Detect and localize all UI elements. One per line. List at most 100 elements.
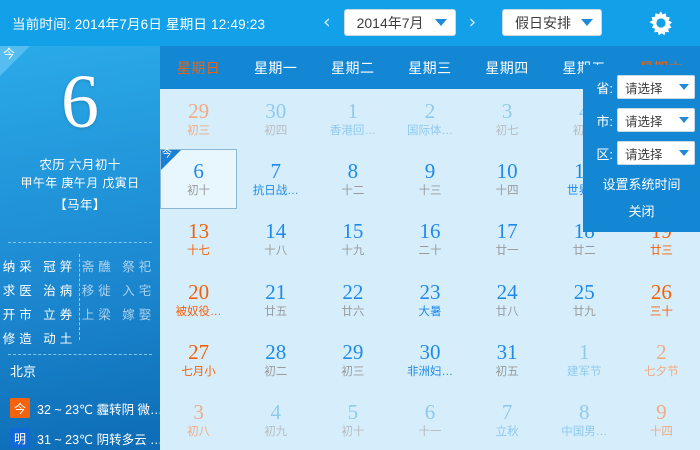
calendar-day-cell[interactable]: 20 被奴役… xyxy=(160,270,237,330)
calendar-day-cell[interactable]: 5 初十 xyxy=(314,390,391,450)
day-sublabel: 十二 xyxy=(341,185,365,198)
calendar-day-cell[interactable]: 25 廿九 xyxy=(546,270,623,330)
next-month-button[interactable]: › xyxy=(468,11,477,33)
day-sublabel: 香港回… xyxy=(329,125,376,138)
day-sublabel: 初五 xyxy=(495,365,519,378)
calendar-day-cell[interactable]: 1 建军节 xyxy=(546,330,623,390)
day-sublabel: 二十 xyxy=(418,245,442,258)
calendar-day-cell[interactable]: 3 初七 xyxy=(469,89,546,149)
calendar-day-cell[interactable]: 3 初八 xyxy=(160,390,237,450)
chevron-down-icon xyxy=(679,84,689,90)
weather-today-text: 32 ~ 23℃ 霾转阴 微… xyxy=(37,402,160,417)
yi-ji-section: 纳采 冠笄 求医 治病 开市 立券 修造 动土 斋醮 祭祀 移徙 入宅 上梁 嫁… xyxy=(0,252,160,348)
calendar-day-cell[interactable]: 15 十九 xyxy=(314,209,391,269)
day-sublabel: 七夕节 xyxy=(644,365,679,378)
day-number: 7 xyxy=(501,399,513,424)
region-select-dropdown[interactable]: 请选择 xyxy=(617,108,695,132)
region-select-row: 市: 请选择 xyxy=(587,108,700,132)
calendar-day-cell[interactable]: 21 廿五 xyxy=(237,270,314,330)
calendar-day-cell[interactable]: 17 廿一 xyxy=(469,209,546,269)
calendar-day-cell[interactable]: 23 大暑 xyxy=(391,270,468,330)
day-number: 30 xyxy=(419,339,441,364)
divider-bottom xyxy=(8,354,152,355)
day-sublabel: 非洲妇… xyxy=(406,365,453,378)
calendar-day-cell[interactable]: 7 抗日战… xyxy=(237,149,314,209)
day-sublabel: 七月小 xyxy=(181,365,216,378)
calendar-day-cell[interactable]: 22 廿六 xyxy=(314,270,391,330)
calendar-day-cell[interactable]: 30 非洲妇… xyxy=(391,330,468,390)
gear-icon[interactable] xyxy=(645,7,677,39)
day-number: 25 xyxy=(573,279,595,304)
day-number: 23 xyxy=(419,279,441,304)
calendar-day-cell[interactable]: 29 初三 xyxy=(160,89,237,149)
day-number: 8 xyxy=(347,159,359,184)
calendar-day-cell[interactable]: 31 初五 xyxy=(469,330,546,390)
settings-popup: 省: 请选择 市: 请选择 区: 请选择 设置系统时间 关闭 xyxy=(583,65,700,232)
sidebar: 今 6 农历 六月初十 甲午年 庚午月 戊寅日 【马年】 纳采 冠笄 求医 治病… xyxy=(0,46,160,450)
month-selector[interactable]: 2014年7月 xyxy=(343,9,456,36)
prev-month-button[interactable]: ‹ xyxy=(323,11,331,33)
close-popup-button[interactable]: 关闭 xyxy=(628,204,655,219)
calendar-day-cell[interactable]: 7 立秋 xyxy=(469,390,546,450)
calendar-day-cell[interactable]: 29 初三 xyxy=(314,330,391,390)
calendar-day-cell[interactable]: 27 七月小 xyxy=(160,330,237,390)
day-number: 9 xyxy=(424,159,436,184)
region-select-dropdown[interactable]: 请选择 xyxy=(617,75,695,99)
calendar-day-cell[interactable]: 1 香港回… xyxy=(314,89,391,149)
calendar-day-cell[interactable]: 9 十三 xyxy=(391,149,468,209)
yi-row: 修造 动土 xyxy=(2,332,77,346)
today-badge: 今 xyxy=(10,398,30,418)
calendar-day-cell[interactable]: 9 十四 xyxy=(623,390,700,450)
calendar-day-cell[interactable]: 28 初二 xyxy=(237,330,314,390)
day-sublabel: 十四 xyxy=(649,425,673,438)
weekday-header-cell: 星期四 xyxy=(485,59,529,76)
region-select-dropdown[interactable]: 请选择 xyxy=(617,141,695,165)
day-sublabel: 廿五 xyxy=(264,305,288,318)
calendar-day-cell[interactable]: 13 十七 xyxy=(160,209,237,269)
weather-row-tomorrow[interactable]: 明 31 ~ 23℃ 阴转多云 … xyxy=(10,428,160,448)
big-day-number: 6 xyxy=(61,60,99,144)
day-number: 2 xyxy=(424,99,436,124)
day-sublabel: 初三 xyxy=(341,365,365,378)
calendar-day-cell[interactable]: 2 七夕节 xyxy=(623,330,700,390)
holiday-selector[interactable]: 假日安排 xyxy=(502,9,602,36)
day-sublabel: 初十 xyxy=(187,185,211,198)
region-select-value: 请选择 xyxy=(625,147,663,162)
day-number: 28 xyxy=(265,339,287,364)
calendar-day-cell[interactable]: 26 三十 xyxy=(623,270,700,330)
day-sublabel: 初九 xyxy=(264,425,288,438)
calendar-day-cell[interactable]: 14 十八 xyxy=(237,209,314,269)
top-bar: 当前时间: 2014年7月6日 星期日 12:49:23 ‹ 2014年7月 ›… xyxy=(0,0,700,46)
day-number: 5 xyxy=(347,399,359,424)
calendar-day-cell[interactable]: 8 中国男… xyxy=(546,390,623,450)
calendar-day-cell[interactable]: 4 初九 xyxy=(237,390,314,450)
calendar-day-cell-selected[interactable]: 今 6 初十 xyxy=(160,149,238,210)
day-number: 9 xyxy=(656,399,667,424)
calendar-day-cell[interactable]: 6 十一 xyxy=(391,390,468,450)
day-number: 1 xyxy=(579,339,590,364)
today-corner-marker xyxy=(0,46,30,76)
yi-ji-divider xyxy=(79,254,80,340)
set-system-time-button[interactable]: 设置系统时间 xyxy=(602,177,681,192)
ji-row: 斋醮 祭祀 xyxy=(81,260,156,274)
holiday-selector-label: 假日安排 xyxy=(515,14,571,31)
ji-column: 斋醮 祭祀 移徙 入宅 上梁 嫁娶 xyxy=(79,252,158,348)
weather-row-today[interactable]: 今 32 ~ 23℃ 霾转阴 微… xyxy=(10,398,160,418)
calendar-day-cell[interactable]: 8 十二 xyxy=(314,149,391,209)
calendar-day-cell[interactable]: 30 初四 xyxy=(237,89,314,149)
weekday-header-cell: 星期一 xyxy=(253,59,298,76)
calendar-day-cell[interactable]: 16 二十 xyxy=(391,209,468,269)
calendar-day-cell[interactable]: 2 国际体… xyxy=(391,89,468,149)
day-number: 20 xyxy=(188,279,210,304)
day-number: 6 xyxy=(193,159,204,184)
day-sublabel: 十八 xyxy=(264,245,288,258)
day-sublabel: 初七 xyxy=(495,125,519,138)
day-sublabel: 初二 xyxy=(264,365,288,378)
month-selector-label: 2014年7月 xyxy=(356,14,424,31)
day-number: 22 xyxy=(342,279,364,304)
chevron-down-icon xyxy=(434,19,447,26)
day-number: 21 xyxy=(265,279,287,304)
calendar-day-cell[interactable]: 10 十四 xyxy=(469,149,546,209)
calendar-day-cell[interactable]: 24 廿八 xyxy=(469,270,546,330)
